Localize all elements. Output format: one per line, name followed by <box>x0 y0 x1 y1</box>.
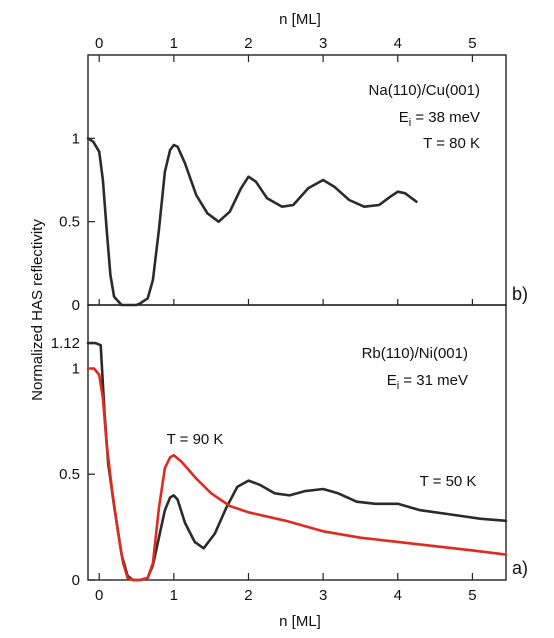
panel-b-system-label: Na(110)/Cu(001) <box>369 82 480 99</box>
panel-b-label: b) <box>512 284 528 304</box>
panel-a-energy-label: Ei = 31 meV <box>387 372 468 392</box>
top-axis-title: n [ML] <box>279 11 321 28</box>
bottom-x-tick-label: 5 <box>468 587 476 604</box>
top-x-tick-label: 5 <box>468 35 476 52</box>
top-x-tick-label: 4 <box>394 35 402 52</box>
top-x-axis: 0 1 2 3 4 5 <box>95 35 477 62</box>
top-x-tick-label: 2 <box>244 35 252 52</box>
bottom-x-axis: 0 1 2 3 4 5 <box>95 299 477 604</box>
panel-a-frame <box>87 304 507 581</box>
panel-b-energy-label: Ei = 38 meV <box>399 109 480 129</box>
bottom-x-tick-label: 1 <box>170 587 178 604</box>
top-x-tick-label: 0 <box>95 35 103 52</box>
panel-b-y-tick-label: 0.5 <box>59 214 80 231</box>
panel-b-temperature-label: T = 80 K <box>423 135 480 152</box>
panel-a-y-tick-label: 1 <box>72 360 80 377</box>
bottom-x-tick-label: 3 <box>319 587 327 604</box>
panel-a-y-tick-label: 0.5 <box>59 466 80 483</box>
panel-a-y-axis: 0 0.5 1 1.12 <box>51 335 95 589</box>
panel-b-y-axis: 00.51 <box>59 130 95 314</box>
top-x-tick-label: 1 <box>170 35 178 52</box>
panel-a-y-tick-label: 0 <box>72 572 80 589</box>
panel-a-series-line-1 <box>86 367 508 582</box>
panel-b-y-tick-label: 0 <box>72 297 80 314</box>
panel-b-series <box>86 137 418 307</box>
panel-a-series <box>86 341 508 582</box>
panel-a-y-tick-label: 1.12 <box>51 335 80 352</box>
y-axis-title: Normalized HAS reflectivity <box>29 219 46 401</box>
panel-a-system-label: Rb(110)/Ni(001) <box>362 345 468 362</box>
series-label-50k: T = 50 K <box>420 473 477 490</box>
bottom-x-tick-label: 0 <box>95 587 103 604</box>
panel-a-label: a) <box>512 558 528 578</box>
x-axis-title: n [ML] <box>279 613 321 630</box>
panel-b-series-line-0 <box>86 137 418 307</box>
series-label-90k: T = 90 K <box>167 431 224 448</box>
bottom-x-tick-label: 4 <box>394 587 402 604</box>
bottom-x-tick-label: 2 <box>244 587 252 604</box>
top-x-tick-label: 3 <box>319 35 327 52</box>
panel-b-y-tick-label: 1 <box>72 130 80 147</box>
